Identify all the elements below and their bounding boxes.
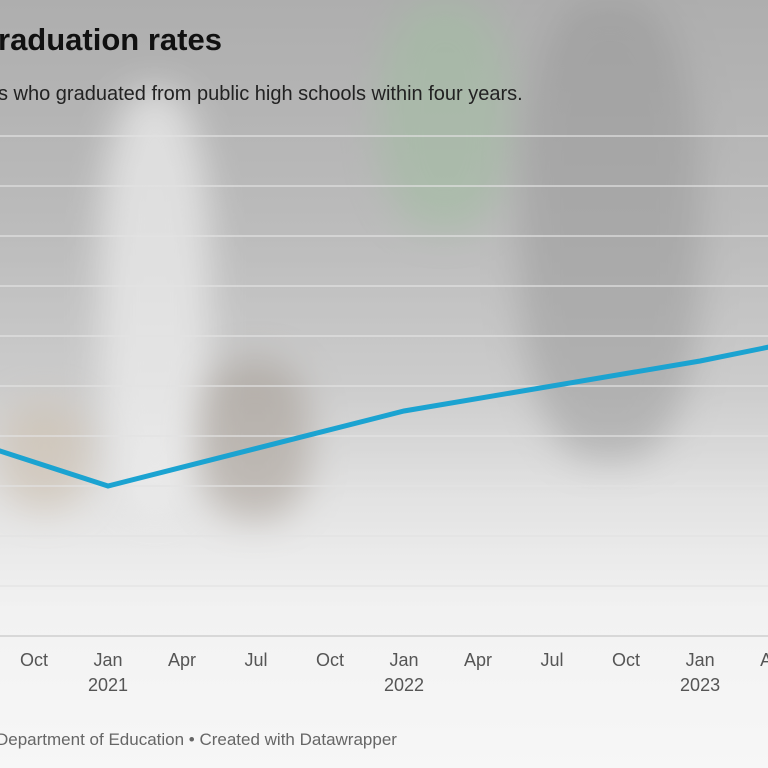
chart-title: raduation rates [0,22,222,57]
x-tick-label: Oct [20,650,48,670]
x-tick-label: Oct [316,650,344,670]
chart-footer-source: Department of Education • Created with D… [0,730,397,749]
x-tick-label: Oct [612,650,640,670]
x-tick-label: Jan [686,650,715,670]
x-tick-label: Jan [390,650,419,670]
x-tick-label: Jul [245,650,268,670]
x-tick-label: Jan [93,650,122,670]
x-tick-year-label: 2021 [88,675,128,695]
x-tick-year-label: 2022 [384,675,424,695]
x-tick-label: Apr [168,650,196,670]
series-line [0,344,768,489]
x-tick-label: Apr [464,650,492,670]
background-photo-figure [100,90,210,510]
chart-subtitle: s who graduated from public high schools… [0,83,523,105]
background-photo-figure [520,0,700,460]
x-tick-label: Apr [760,650,768,670]
background-photo-figure [380,0,510,230]
x-tick-label: Jul [541,650,564,670]
x-tick-year-label: 2023 [680,675,720,695]
